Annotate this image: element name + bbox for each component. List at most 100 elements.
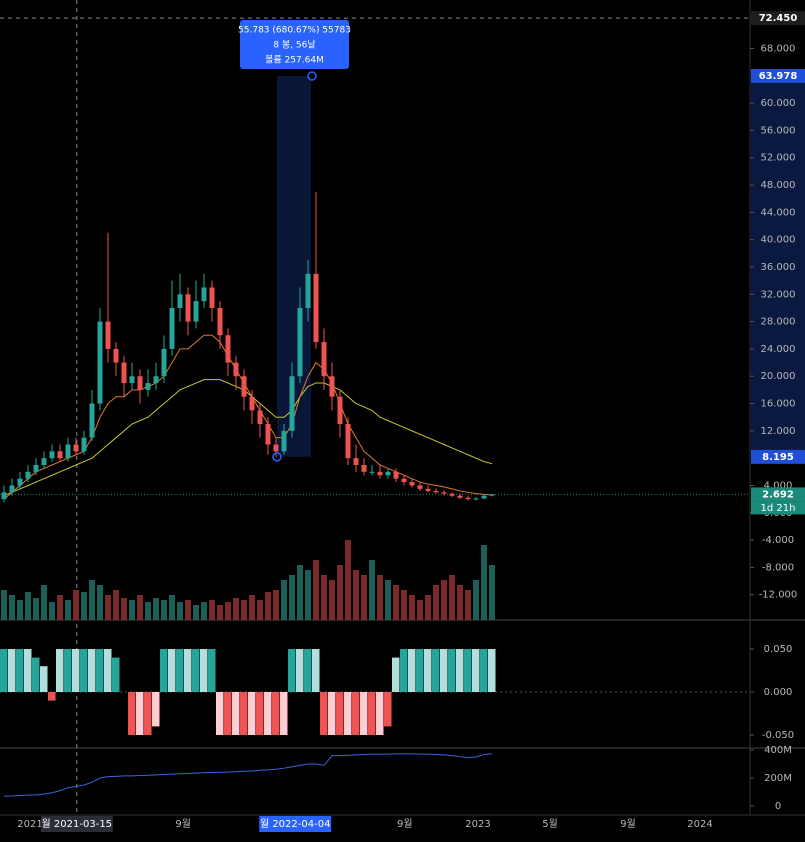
indicator-bar <box>464 648 472 692</box>
indicator-bar <box>208 648 216 692</box>
price-tick-label: 52.000 <box>761 153 796 164</box>
indicator-bar <box>32 657 40 692</box>
price-tick-label: -8.000 <box>762 562 794 573</box>
indicator-bar <box>312 648 320 692</box>
volume-bar <box>433 585 439 620</box>
indicator-bar <box>144 692 152 736</box>
volume-bar <box>393 585 399 620</box>
volume-bar <box>313 560 319 620</box>
indicator-bar <box>232 692 240 736</box>
volume-bar <box>297 565 303 620</box>
volume-bar <box>169 595 175 620</box>
candle-body <box>49 451 55 459</box>
indicator-bar <box>320 692 328 736</box>
price-label-bg <box>751 449 805 464</box>
candle-body <box>393 471 399 479</box>
candle-body <box>273 444 279 452</box>
candle-body <box>457 495 463 498</box>
candle-body <box>41 458 47 465</box>
indicator-bar <box>104 648 112 692</box>
candle-body <box>265 424 271 445</box>
indicator-bar <box>376 692 384 736</box>
volume-bar <box>137 595 143 620</box>
volume-bar <box>441 580 447 620</box>
candle-body <box>9 485 15 493</box>
volume-bar <box>265 592 271 620</box>
candle-body <box>73 444 79 452</box>
candle-body <box>377 471 383 476</box>
volume-bar <box>449 575 455 620</box>
indicator-bar <box>216 692 224 736</box>
indicator-bar <box>272 692 280 736</box>
indicator-bar <box>8 648 16 692</box>
candle-body <box>209 287 215 308</box>
indicator-bar <box>488 648 496 692</box>
candle-body <box>57 451 63 459</box>
price-tick-label: -12.000 <box>759 590 798 601</box>
measure-point <box>307 71 317 81</box>
indicator-bar <box>432 648 440 692</box>
candle-body <box>65 444 71 459</box>
candle-body <box>145 383 151 390</box>
price-tick-label: 56.000 <box>761 125 796 136</box>
indicator-bar <box>152 692 160 727</box>
indicator-bar <box>160 648 168 692</box>
candle-body <box>473 498 479 500</box>
volume-bar <box>113 590 119 620</box>
moving-average <box>3 379 493 497</box>
volume-bar <box>241 600 247 620</box>
candle-body <box>137 376 143 390</box>
candle-body <box>89 403 95 438</box>
price-label-bg <box>751 11 805 26</box>
volume-bar <box>345 540 351 620</box>
candle-body <box>297 307 303 377</box>
x-tick-label: 2023 <box>465 819 490 830</box>
candle-body <box>465 497 471 500</box>
volume-bar <box>249 595 255 620</box>
indicator-bar <box>344 692 352 736</box>
indicator-bar <box>56 648 64 692</box>
candle-body <box>289 376 295 431</box>
volume-bar <box>425 595 431 620</box>
price-label-bg <box>751 487 805 502</box>
volume-bar <box>17 600 23 620</box>
indicator-bar <box>0 648 8 692</box>
volume-bar <box>457 585 463 620</box>
volume-bar <box>209 600 215 620</box>
volume-bar <box>401 590 407 620</box>
candle-body <box>161 348 167 377</box>
x-tick-label: 5월 <box>542 818 558 830</box>
indicator-bar <box>352 692 360 736</box>
price-tick-label: 68.000 <box>761 43 796 54</box>
indicator-bar <box>288 648 296 692</box>
volume-bar <box>305 570 311 620</box>
indicator-tick-label: 0.000 <box>764 687 793 698</box>
indicator-bar <box>456 648 464 692</box>
x-tick-label: 2021 <box>17 819 42 830</box>
candle-body <box>481 495 487 499</box>
volume-bar <box>73 590 79 620</box>
candle-body <box>241 376 247 397</box>
indicator-bar <box>408 648 416 692</box>
candle-body <box>369 471 375 473</box>
indicator-bar <box>96 648 104 692</box>
price-tick-label: 48.000 <box>761 180 796 191</box>
indicator-bar <box>24 648 32 692</box>
indicator-bar <box>136 692 144 736</box>
volume-bar <box>185 600 191 620</box>
volume-bar <box>97 585 103 620</box>
volume-bar <box>385 580 391 620</box>
indicator-bar <box>240 692 248 736</box>
volume-bar <box>145 602 151 620</box>
axis-highlight <box>751 75 805 457</box>
candle-body <box>153 376 159 384</box>
candle-body <box>121 362 127 384</box>
candle-body <box>409 482 415 486</box>
candle-body <box>433 490 439 493</box>
volume-bar <box>177 602 183 620</box>
indicator-bar <box>448 648 456 692</box>
candle-body <box>25 471 31 479</box>
price-tick-label: 40.000 <box>761 235 796 246</box>
volume-bar <box>105 595 111 620</box>
